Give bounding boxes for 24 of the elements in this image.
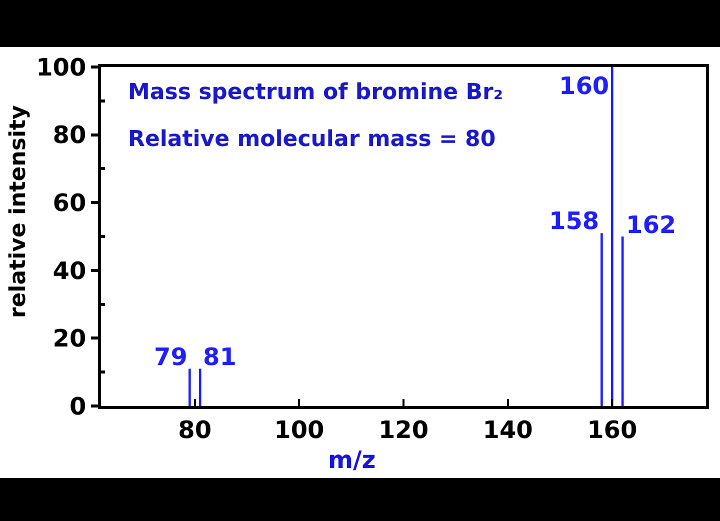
y-tick-label: 60 xyxy=(52,189,86,217)
annotation: 162 xyxy=(626,211,676,239)
bar xyxy=(610,67,614,406)
y-tick-label: 20 xyxy=(52,324,86,353)
x-tick-label: 140 xyxy=(482,416,533,444)
x-tick-label: 100 xyxy=(274,416,324,444)
x-axis-title: m/z xyxy=(328,446,376,474)
bar xyxy=(198,368,202,406)
bar xyxy=(600,233,603,406)
x-tick-label: 120 xyxy=(378,416,429,444)
y-tick-label: 100 xyxy=(36,53,86,82)
y-tick-label: 40 xyxy=(52,256,86,285)
annotation: 79 xyxy=(154,343,188,371)
annotation: 81 xyxy=(203,343,236,371)
bar xyxy=(188,368,191,406)
annotation: 160 xyxy=(559,72,610,100)
y-tick-label: 0 xyxy=(69,392,86,420)
text: Mass spectrum of bromine Br₂ xyxy=(128,80,504,105)
y-axis-title: relative intensity xyxy=(6,105,31,318)
y-tick-label: 80 xyxy=(52,121,86,150)
x-tick-label: 80 xyxy=(178,416,212,444)
annotation: 158 xyxy=(549,207,600,235)
x-tick-label: 160 xyxy=(587,416,638,444)
text: Relative molecular mass = 80 xyxy=(128,127,496,152)
